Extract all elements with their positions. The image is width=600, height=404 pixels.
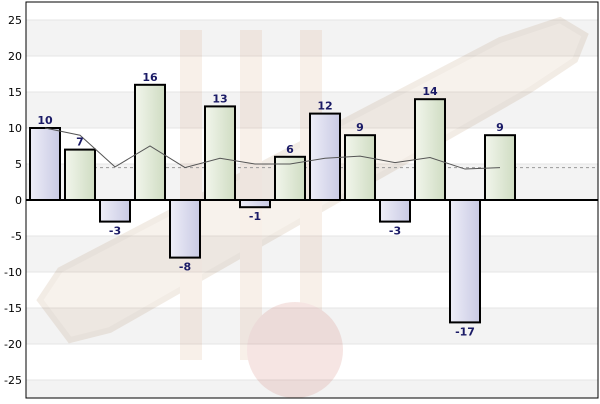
- grid-band: [26, 2, 598, 20]
- data-label: -8: [179, 261, 191, 274]
- bar: [29, 127, 61, 201]
- y-tick-label: -15: [4, 302, 22, 315]
- grid-band: [26, 308, 598, 344]
- y-tick-label: -10: [4, 266, 22, 279]
- y-axis-tick-labels: -25 -20 -15 -10 -5 0 5 10 15 20 25: [4, 14, 22, 387]
- y-tick-label: 15: [8, 86, 22, 99]
- bar: [449, 199, 481, 324]
- bar: [239, 199, 271, 209]
- grid-band: [26, 380, 598, 398]
- data-labels: 10 7 -3 16 -8 13 -1 6 12 9 -3 14 -17 9: [37, 71, 503, 339]
- bar: [274, 155, 306, 202]
- bar: [64, 148, 96, 202]
- grid-band: [26, 236, 598, 272]
- data-label: 9: [356, 121, 364, 134]
- data-label: -3: [109, 225, 121, 238]
- grid-band: [26, 56, 598, 92]
- bar: [379, 199, 411, 223]
- grid-band: [26, 344, 598, 380]
- y-tick-label: -5: [11, 230, 22, 243]
- data-label: 13: [212, 92, 227, 105]
- data-label: 6: [286, 143, 294, 156]
- y-tick-label: 20: [8, 50, 22, 63]
- data-label: 12: [317, 100, 332, 113]
- data-label: -17: [455, 325, 475, 338]
- data-label: -1: [249, 210, 261, 223]
- y-tick-label: 5: [15, 158, 22, 171]
- y-tick-label: -25: [4, 374, 22, 387]
- plot-frame: [25, 1, 599, 399]
- y-tick-label: 0: [15, 194, 22, 207]
- bar: [169, 199, 201, 259]
- bar: [309, 112, 341, 201]
- bar-series: [29, 83, 516, 324]
- grid-band: [26, 20, 598, 56]
- data-label: 10: [37, 114, 53, 127]
- y-tick-label: 25: [8, 14, 22, 27]
- data-label: 16: [142, 71, 158, 84]
- trend-line: [44, 127, 501, 170]
- y-tick-label: -20: [4, 338, 22, 351]
- data-label: 7: [76, 136, 84, 149]
- bar: [204, 105, 236, 201]
- y-tick-label: 10: [8, 122, 22, 135]
- bar: [134, 83, 166, 201]
- data-label: -3: [389, 225, 401, 238]
- grid-band: [26, 272, 598, 308]
- data-label: 9: [496, 121, 504, 134]
- trend-polyline: [44, 127, 501, 170]
- bar: [414, 98, 446, 201]
- data-label: 14: [422, 85, 438, 98]
- bar: [344, 134, 376, 201]
- bar: [99, 199, 131, 223]
